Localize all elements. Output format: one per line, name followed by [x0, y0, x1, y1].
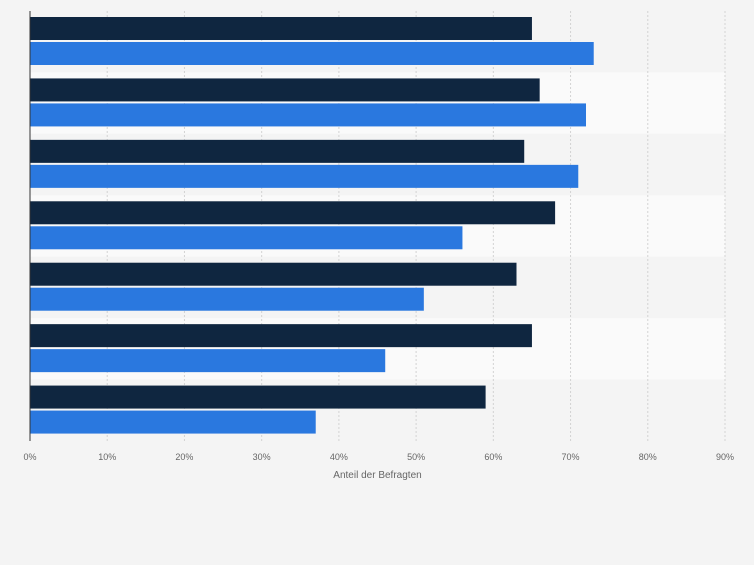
bar-1-1[interactable] [30, 17, 532, 40]
bar-1-7[interactable] [30, 385, 486, 409]
bar-1-6[interactable] [30, 324, 532, 348]
x-tick-label: 40% [330, 452, 348, 462]
x-tick-label: 70% [562, 452, 580, 462]
bar-2-5[interactable] [30, 287, 424, 311]
bar-2-6[interactable] [30, 349, 386, 373]
bar-1-4[interactable] [30, 201, 556, 225]
bar-2-1[interactable] [30, 42, 594, 65]
x-axis-label: Anteil der Befragten [333, 470, 421, 481]
x-tick-label: 10% [98, 452, 116, 462]
x-tick-label: 0% [23, 452, 36, 462]
x-tick-labels: 0% 10% 20% 30% 40% 50% 60% 70% 80% 90% [23, 452, 734, 462]
bar-2-7[interactable] [30, 410, 316, 434]
x-tick-label: 50% [407, 452, 425, 462]
x-tick-label: 90% [716, 452, 734, 462]
bar-1-5[interactable] [30, 262, 517, 286]
bar-2-3[interactable] [30, 164, 579, 188]
bar-1-3[interactable] [30, 139, 525, 163]
x-tick-label: 80% [639, 452, 657, 462]
x-tick-label: 20% [175, 452, 193, 462]
x-tick-label: 30% [253, 452, 271, 462]
bar-2-4[interactable] [30, 226, 463, 250]
row-bands [30, 11, 725, 441]
bar-1-2[interactable] [30, 78, 540, 102]
x-tick-label: 60% [484, 452, 502, 462]
bar-2-2[interactable] [30, 103, 586, 127]
bars [30, 17, 594, 434]
